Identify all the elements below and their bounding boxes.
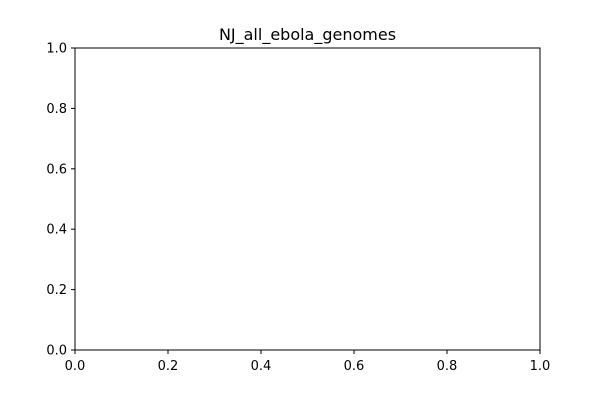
y-tick-label: 0.6 xyxy=(46,162,67,177)
y-axis: 0.0 0.2 0.4 0.6 0.8 1.0 xyxy=(46,42,75,359)
x-tick-label: 0.8 xyxy=(437,359,458,374)
x-tick-label: 1.0 xyxy=(530,359,551,374)
x-tick-label: 0.6 xyxy=(344,359,365,374)
x-tick-label: 0.0 xyxy=(65,359,86,374)
y-tick-label: 0.0 xyxy=(46,344,67,359)
chart-title: NJ_all_ebola_genomes xyxy=(219,25,396,45)
y-tick-label: 0.2 xyxy=(46,283,67,298)
x-tick-label: 0.4 xyxy=(251,359,272,374)
x-tick-label: 0.2 xyxy=(158,359,179,374)
x-axis: 0.0 0.2 0.4 0.6 0.8 1.0 xyxy=(65,350,551,374)
y-tick-label: 0.4 xyxy=(46,223,67,238)
y-tick-label: 0.8 xyxy=(46,102,67,117)
plot-area-frame xyxy=(74,47,541,351)
y-tick-label: 1.0 xyxy=(46,42,67,57)
